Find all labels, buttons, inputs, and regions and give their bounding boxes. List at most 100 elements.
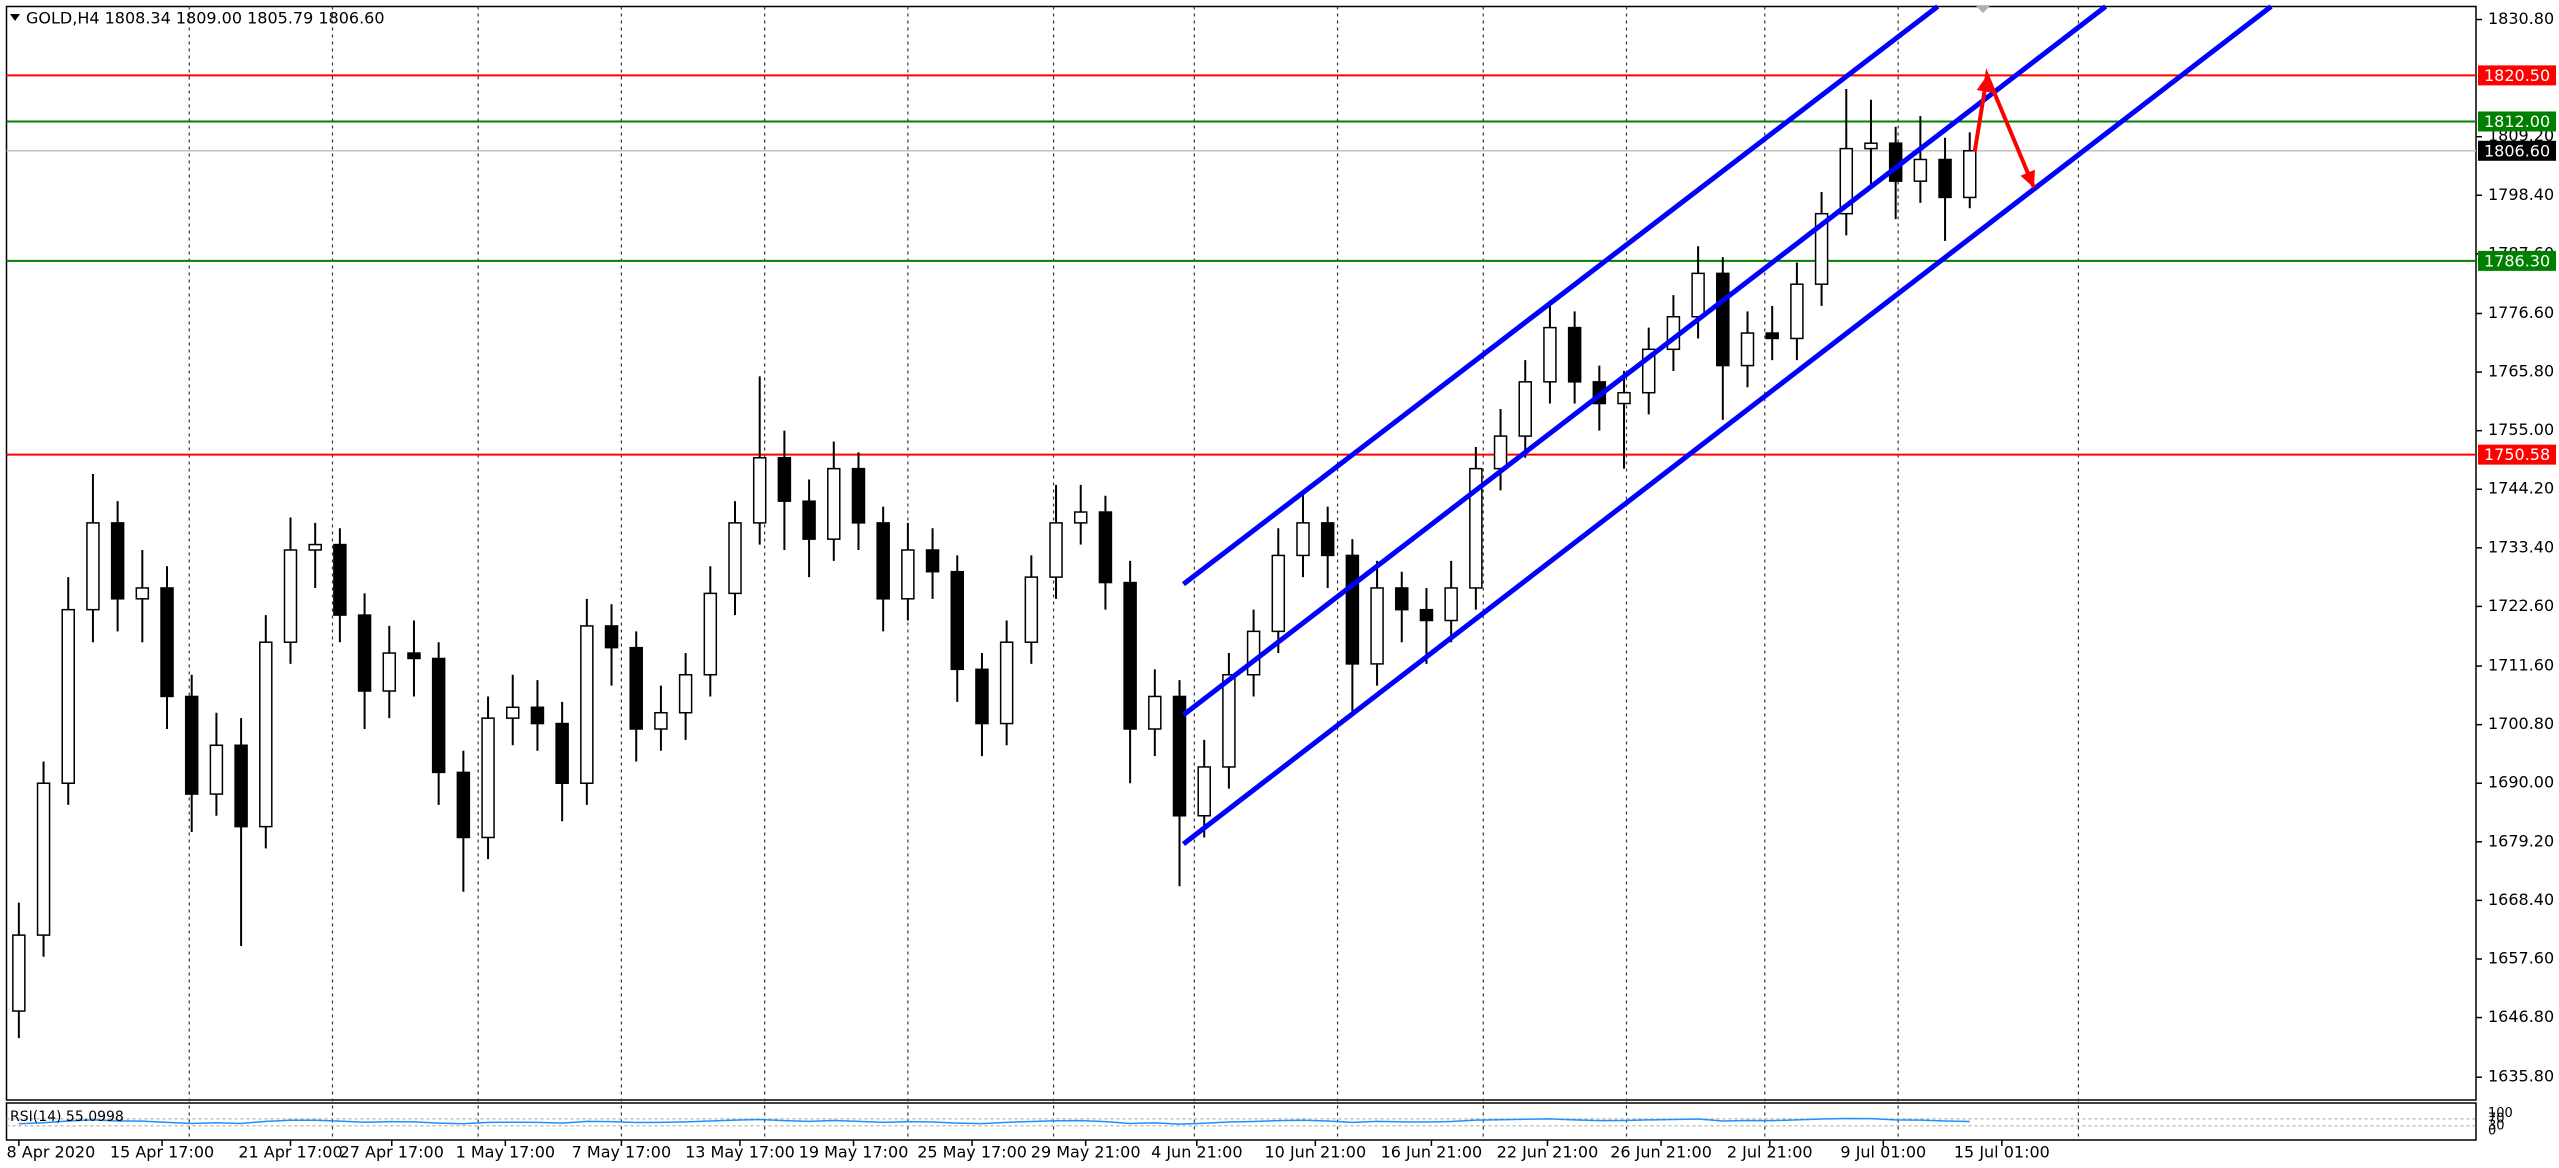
rsi-frame [5, 1102, 2477, 1141]
candle-body [629, 646, 643, 730]
x-tick-label: 25 May 17:00 [917, 1143, 1027, 1162]
candle-body [283, 549, 298, 643]
candle-body [1567, 326, 1582, 383]
candle-body [1370, 587, 1384, 665]
price-tag-label: 1750.58 [2484, 445, 2550, 464]
candle-body [86, 522, 100, 611]
rsi-line [18, 1117, 1970, 1125]
y-tick-label: 1679.20 [2488, 831, 2554, 850]
rsi-tick-label: 70 [2488, 1111, 2505, 1126]
price-tag [2478, 140, 2556, 161]
x-tick-label: 9 Jul 01:00 [1840, 1143, 1926, 1162]
candle-body [1913, 158, 1928, 182]
candle-body [530, 706, 545, 725]
price-tag-label: 1820.50 [2484, 66, 2550, 85]
y-tick-label: 1830.80 [2488, 9, 2554, 28]
y-tick-label: 1690.00 [2488, 773, 2554, 792]
x-tick-label: 7 May 17:00 [572, 1143, 672, 1162]
candle-body [61, 608, 75, 784]
candle-body [1049, 522, 1063, 578]
x-tick-label: 29 May 21:00 [1031, 1143, 1141, 1162]
candle-body [1716, 272, 1730, 367]
candle-body [382, 652, 397, 692]
x-tick-label: 2 Jul 21:00 [1727, 1143, 1813, 1162]
candle-body [555, 722, 569, 784]
plot-frame [5, 5, 2477, 1101]
candle-body [580, 625, 594, 784]
x-tick-label: 22 Jun 21:00 [1497, 1143, 1599, 1162]
y-tick-label: 1744.20 [2488, 479, 2554, 498]
price-tag [2478, 444, 2556, 465]
candle-body [1963, 150, 1977, 199]
chart-title: GOLD,H4 1808.34 1809.00 1805.79 1806.60 [26, 9, 385, 28]
price-tag [2478, 111, 2556, 132]
x-tick-label: 15 Apr 17:00 [110, 1143, 214, 1162]
candle-body [1098, 511, 1113, 584]
candle-body [1864, 142, 1878, 150]
y-tick-label: 1722.60 [2488, 596, 2554, 615]
candle-body [36, 782, 51, 936]
candle-body [925, 549, 940, 573]
x-tick-label: 4 Jun 21:00 [1151, 1143, 1242, 1162]
x-tick-label: 1 May 17:00 [456, 1143, 556, 1162]
candle-body [1814, 212, 1829, 285]
candle-body [1691, 272, 1705, 318]
candle-body [1543, 326, 1557, 383]
candle-body [1197, 766, 1211, 817]
candle-body [357, 614, 372, 692]
x-tick-label: 21 Apr 17:00 [238, 1143, 342, 1162]
y-tick-label: 1711.60 [2488, 656, 2554, 675]
shift-marker [1976, 6, 1990, 13]
candle-body [333, 543, 347, 616]
rsi-tick-label: 30 [2488, 1118, 2505, 1133]
candle-body [802, 500, 816, 540]
candle-body [184, 695, 199, 795]
candle-body [1518, 381, 1532, 437]
candle-body [1419, 608, 1434, 622]
x-tick-label: 27 Apr 17:00 [340, 1143, 444, 1162]
rsi-tick-label: 0 [2488, 1124, 2496, 1139]
candle-body [1617, 391, 1631, 405]
candle-body [703, 592, 718, 676]
candle-body [1024, 576, 1039, 643]
candle-body [12, 934, 26, 1012]
forecast-arrow [1972, 68, 2036, 189]
candle-body [1345, 554, 1360, 665]
candle-body [1296, 522, 1310, 557]
candle-body [604, 625, 619, 649]
candle-body [827, 467, 841, 540]
x-tick-label: 10 Jun 21:00 [1265, 1143, 1367, 1162]
candle-body [678, 674, 693, 714]
chart-layer: 1830.801809.201798.401787.601776.601765.… [6, 4, 2556, 1162]
candle-body [1320, 522, 1335, 557]
candle-body [234, 744, 248, 828]
candle-body [1073, 511, 1088, 524]
x-tick-label: 26 Jun 21:00 [1610, 1143, 1712, 1162]
y-tick-label: 1776.60 [2488, 303, 2554, 322]
x-tick-label: 15 Jul 01:00 [1954, 1143, 2050, 1162]
candle-body [407, 652, 421, 660]
rsi-title: RSI(14) 55.0998 [10, 1109, 124, 1125]
candle-body [1148, 695, 1162, 730]
candle-body [950, 570, 965, 671]
candle-body [1222, 674, 1236, 768]
channel-line [1181, 4, 1940, 587]
candle-body [505, 706, 520, 719]
channel-line [1181, 4, 2108, 717]
candle-body [1123, 581, 1137, 730]
channel-line [1181, 4, 2273, 846]
candle-body [308, 543, 322, 551]
y-tick-label: 1733.40 [2488, 537, 2554, 556]
y-tick-label: 1700.80 [2488, 714, 2554, 733]
price-tag-label: 1812.00 [2484, 112, 2550, 131]
candle-body [1938, 158, 1952, 199]
candle-body [728, 522, 742, 595]
candle-body [1172, 695, 1187, 817]
x-tick-label: 19 May 17:00 [799, 1143, 909, 1162]
y-tick-label: 1755.00 [2488, 420, 2554, 439]
candle-body [901, 549, 915, 600]
menu-triangle [10, 14, 20, 21]
candle-body [456, 771, 471, 839]
